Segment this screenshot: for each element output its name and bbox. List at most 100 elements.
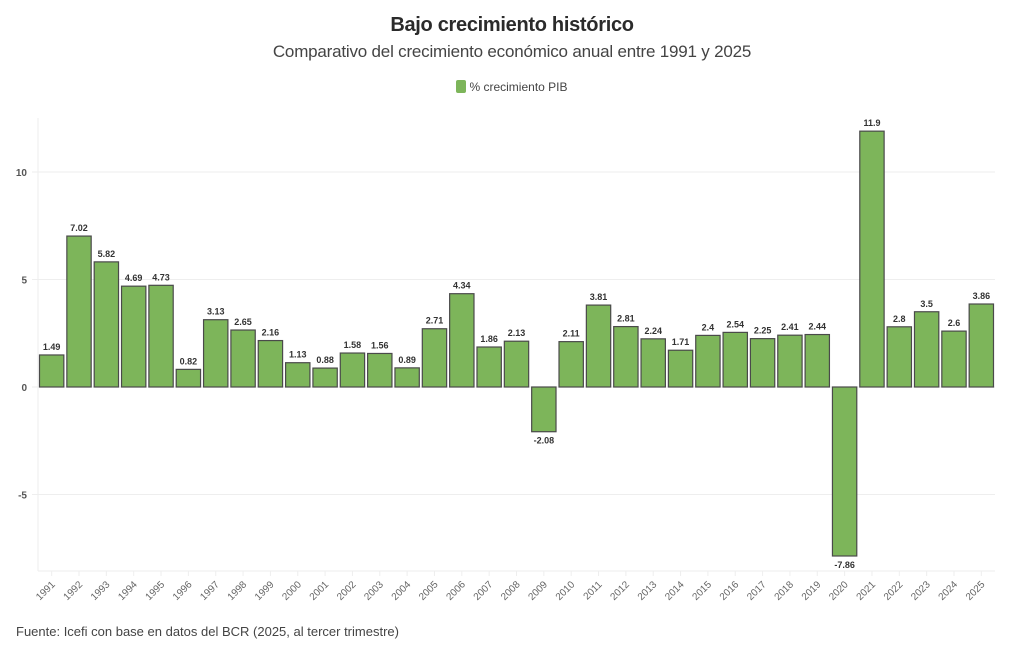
x-tick-label: 2010	[554, 579, 578, 603]
data-label: 2.25	[754, 326, 772, 336]
data-label: 2.11	[563, 329, 580, 339]
x-tick-label: 2007	[472, 579, 496, 603]
data-label: 3.13	[207, 307, 225, 317]
data-label: 2.6	[948, 318, 961, 328]
data-label: 2.13	[508, 328, 526, 338]
data-label: 1.71	[672, 337, 690, 347]
x-tick-label: 2003	[362, 579, 386, 603]
x-tick-label: 1995	[144, 579, 168, 603]
bar	[257, 339, 284, 388]
x-tick-label: 2001	[308, 579, 332, 603]
bar	[913, 311, 940, 388]
x-tick-label: 2019	[800, 579, 824, 603]
bar	[941, 330, 967, 388]
x-tick-label: 2002	[335, 579, 359, 603]
data-label: 7.02	[70, 223, 88, 233]
source-note: Fuente: Icefi con base en datos del BCR …	[16, 624, 399, 639]
x-tick-label: 2025	[964, 579, 988, 603]
data-label: 1.56	[371, 340, 389, 350]
data-label: 2.16	[262, 328, 280, 338]
legend: % crecimiento PIB	[0, 80, 1024, 94]
bars	[38, 130, 995, 557]
x-tick-label: 2000	[280, 579, 304, 603]
y-tick-label: 10	[16, 168, 28, 179]
data-label: 2.4	[702, 322, 715, 332]
bar	[531, 386, 557, 433]
x-tick-label: 2022	[882, 579, 906, 603]
x-tick-label: 1991	[34, 579, 58, 603]
x-tick-label: 2014	[663, 579, 687, 603]
x-tick-label: 1994	[116, 579, 140, 603]
x-tick-label: 1998	[226, 579, 250, 603]
bar	[120, 285, 147, 388]
x-tick-label: 2017	[745, 579, 769, 603]
bar	[339, 352, 366, 388]
data-label: 4.73	[152, 272, 170, 282]
x-tick-label: 2023	[909, 579, 933, 603]
y-axis: -5 0 5 10	[16, 168, 28, 502]
x-tick-label: 1999	[253, 579, 277, 603]
y-tick-label: 5	[21, 276, 27, 287]
bar	[93, 261, 120, 388]
data-label: 4.34	[453, 281, 471, 291]
bar	[175, 368, 202, 388]
bar	[558, 341, 584, 388]
x-tick-label: 2009	[526, 579, 550, 603]
x-tick-label: 2013	[636, 579, 660, 603]
bar	[148, 284, 174, 388]
data-label: 2.41	[781, 322, 799, 332]
bar	[804, 333, 831, 388]
x-tick-label: 2021	[855, 579, 879, 603]
data-label: 1.49	[43, 342, 61, 352]
x-tick-label: 1992	[62, 579, 86, 603]
x-tick-label: 2024	[937, 579, 961, 603]
x-axis: 1991 1992 1993 1994 1995 1996 1997 1998 1999 2000…	[34, 571, 988, 603]
legend-label[interactable]: % crecimiento PIB	[469, 80, 568, 94]
data-label: 1.86	[480, 334, 498, 344]
data-label: 5.82	[98, 249, 116, 259]
bar	[449, 293, 475, 388]
x-tick-label: 1993	[89, 579, 113, 603]
data-label: 2.71	[426, 316, 444, 326]
bar	[585, 304, 612, 388]
data-label: 3.5	[920, 299, 933, 309]
bar	[476, 346, 502, 388]
bar	[777, 334, 803, 388]
x-tick-label: 2011	[582, 579, 605, 602]
bar	[421, 328, 448, 388]
data-label: -2.08	[534, 436, 555, 446]
x-tick-label: 1996	[171, 579, 195, 603]
data-label: 3.86	[973, 291, 991, 301]
data-label: -7.86	[834, 560, 855, 570]
y-tick-label: -5	[18, 491, 27, 502]
data-label: 1.13	[289, 350, 307, 360]
data-label: 2.8	[893, 314, 906, 324]
legend-swatch	[456, 80, 467, 93]
bar	[503, 340, 530, 388]
bar	[667, 349, 694, 388]
chart-subtitle: Comparativo del crecimiento económico an…	[272, 42, 752, 61]
data-label: 2.24	[644, 326, 662, 336]
bar	[831, 386, 858, 557]
data-label: 11.9	[863, 118, 880, 128]
bar	[859, 130, 885, 388]
data-label: 0.88	[316, 355, 334, 365]
data-label: 2.81	[617, 314, 635, 324]
y-tick-label: 0	[21, 383, 27, 394]
data-label: 2.65	[234, 317, 252, 327]
bar	[722, 331, 749, 388]
data-label: 4.69	[125, 273, 143, 283]
bar	[613, 325, 639, 388]
x-tick-label: 2018	[773, 579, 797, 603]
data-label: 0.82	[180, 356, 198, 366]
bar	[394, 367, 420, 388]
data-label: 2.54	[726, 319, 744, 329]
data-label: 2.44	[809, 322, 827, 332]
x-tick-label: 2004	[390, 579, 414, 603]
bar	[38, 354, 65, 388]
bar	[749, 338, 776, 388]
x-tick-label: 2008	[499, 579, 523, 603]
bar	[695, 334, 721, 388]
bar	[367, 352, 393, 388]
